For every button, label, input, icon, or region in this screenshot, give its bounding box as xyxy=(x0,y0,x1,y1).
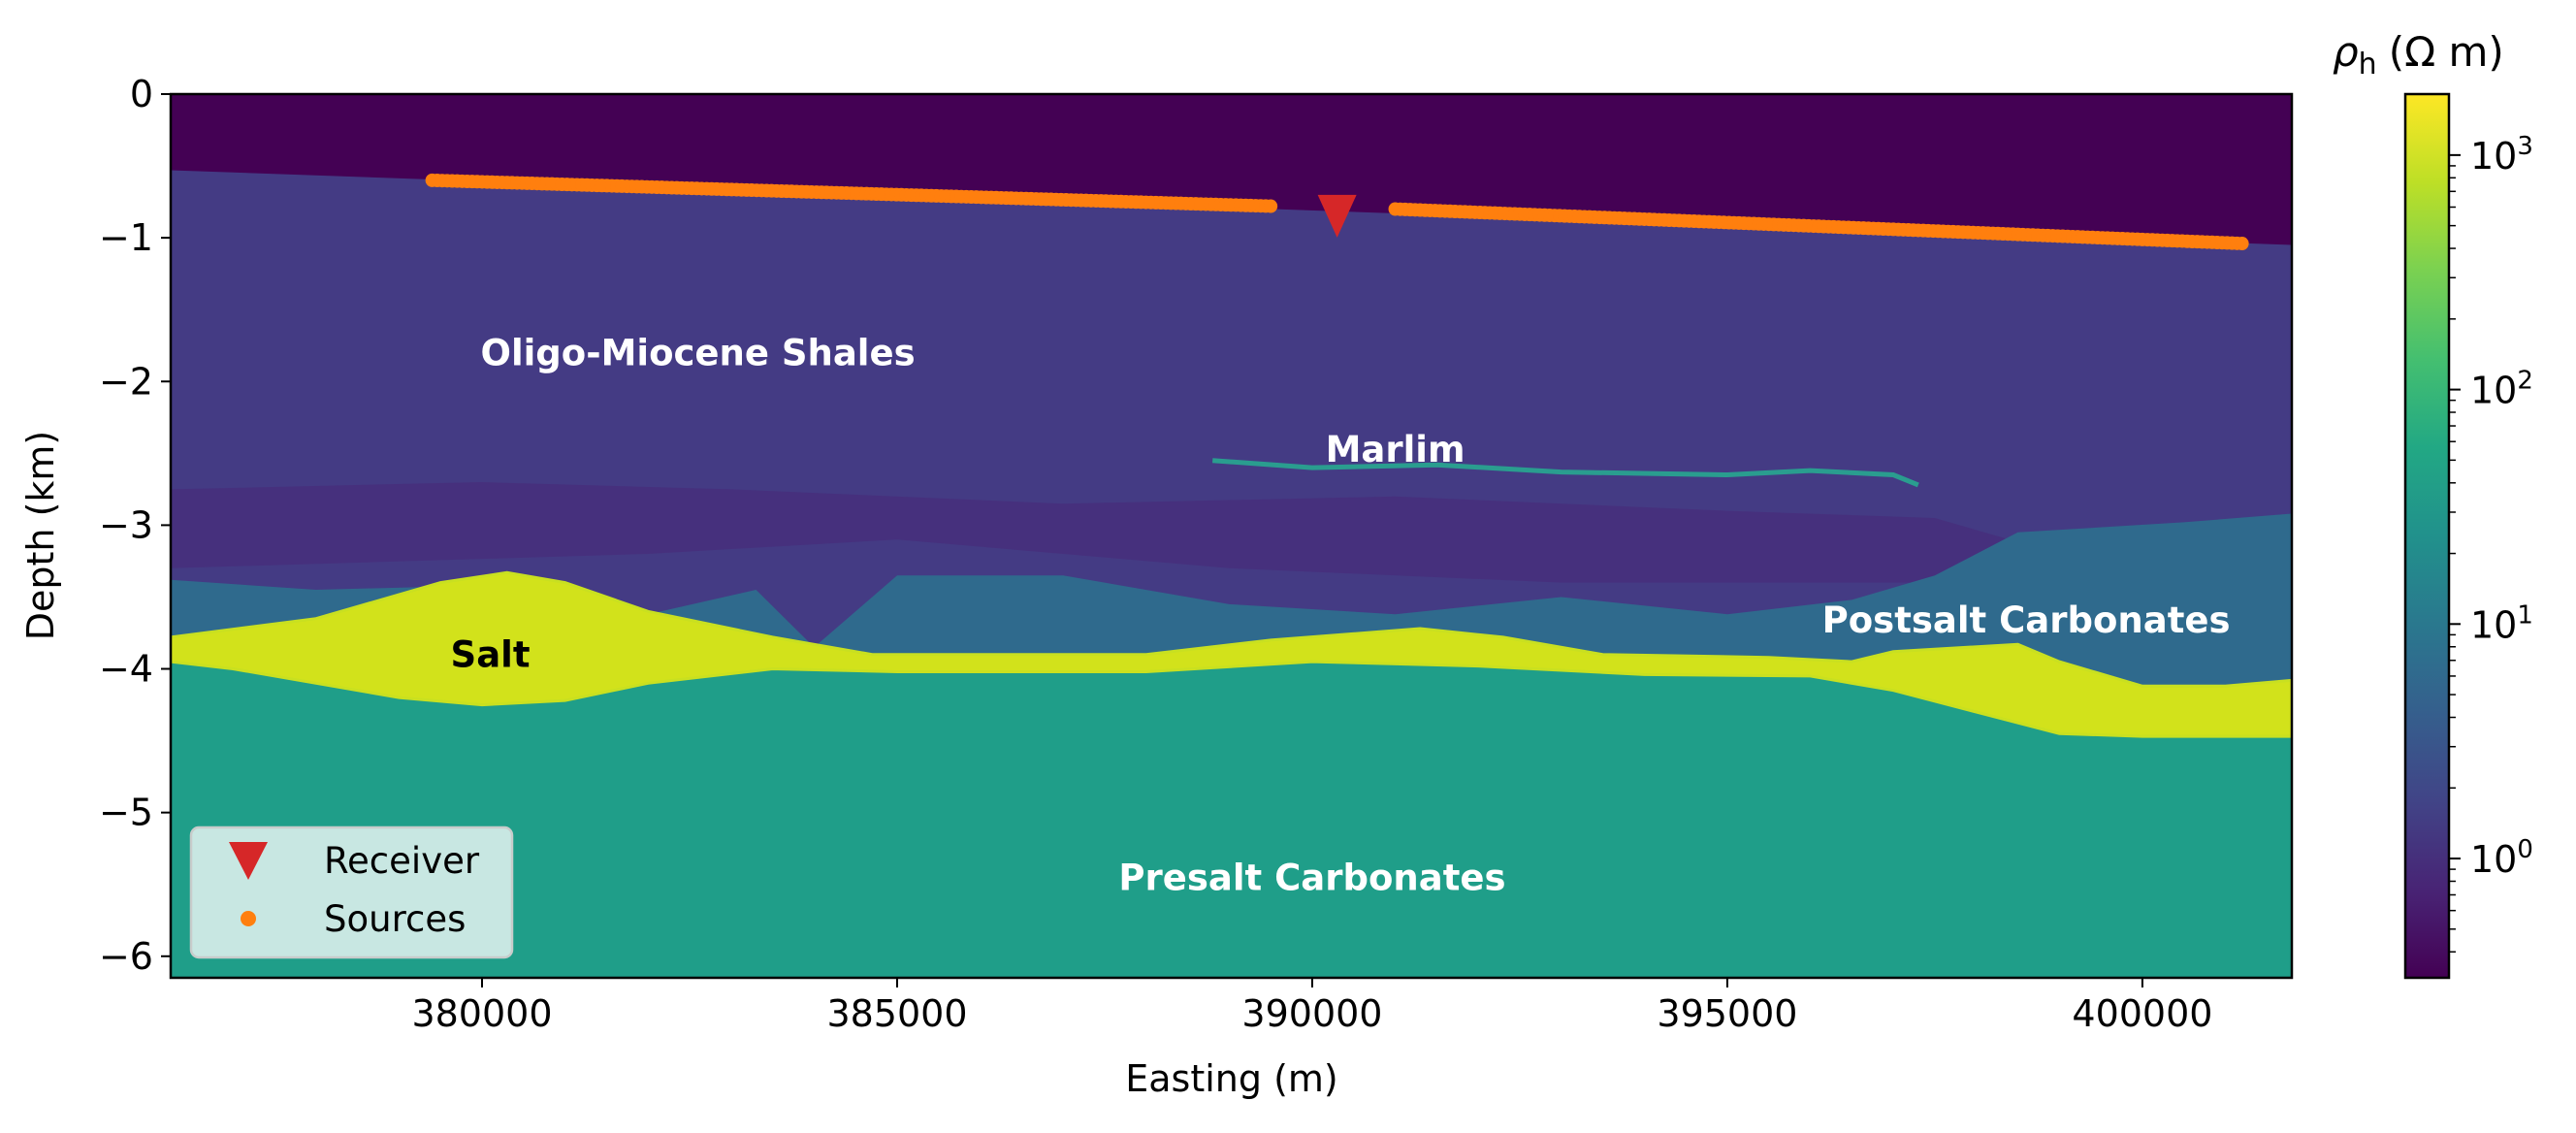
colorbar-ticks: 100 101 102 103 xyxy=(2449,132,2533,953)
x-tick-label: 380000 xyxy=(411,992,552,1035)
source-point xyxy=(1264,199,1278,213)
y-axis-label: Depth (km) xyxy=(19,431,62,641)
receiver-marker xyxy=(1317,194,1357,238)
y-tick-label: 0 xyxy=(130,73,153,115)
plot-frame xyxy=(169,92,2294,980)
annotation-label: Salt xyxy=(451,634,531,676)
salt-region xyxy=(171,570,2292,738)
colorbar-tick-label: 102 xyxy=(2470,367,2533,412)
annotation-label: Oligo-Miocene Shales xyxy=(480,333,915,374)
x-tick-label: 395000 xyxy=(1657,992,1797,1035)
colorbar: 100 101 102 103 ρh (Ω m) xyxy=(2333,28,2533,980)
colorbar-tick-label: 101 xyxy=(2470,600,2533,646)
annotation-label: Marlim xyxy=(1326,429,1465,470)
y-tick-label: −3 xyxy=(99,503,153,546)
legend-label-receiver: Receiver xyxy=(324,840,480,882)
annotation-label: Postsalt Carbonates xyxy=(1822,599,2231,641)
legend-box xyxy=(189,825,514,959)
sources-legend-icon xyxy=(241,911,256,926)
axes: 380000 385000 390000 395000 400000 0 −1 −2 −3 −4 −… xyxy=(99,73,2212,1035)
presalt-region xyxy=(171,662,2292,978)
y-tick-label: −4 xyxy=(99,648,153,691)
y-tick-label: −5 xyxy=(99,792,153,834)
y-tick-label: −6 xyxy=(99,935,153,978)
receiver-legend-icon xyxy=(229,842,268,880)
annotation-label: Presalt Carbonates xyxy=(1118,857,1505,898)
x-tick-label: 390000 xyxy=(1241,992,1382,1035)
x-axis-label: Easting (m) xyxy=(1125,1057,1338,1100)
shales-dark-band xyxy=(171,482,2060,583)
colorbar-gradient xyxy=(2403,92,2451,980)
colorbar-tick-label: 100 xyxy=(2470,835,2533,881)
x-tick-label: 385000 xyxy=(826,992,967,1035)
legend: Receiver Sources xyxy=(189,825,514,959)
x-tick-label: 400000 xyxy=(2072,992,2212,1035)
colorbar-title: ρh (Ω m) xyxy=(2333,28,2504,81)
y-tick-label: −2 xyxy=(99,360,153,403)
colorbar-tick-label: 103 xyxy=(2470,132,2533,178)
y-tick-label: −1 xyxy=(99,216,153,259)
plot-area: Oligo-Miocene Shales Marlim Salt Postsalt C… xyxy=(171,94,2292,978)
markers-layer xyxy=(425,173,2249,251)
source-point xyxy=(2235,237,2249,251)
legend-label-sources: Sources xyxy=(324,898,466,940)
marlim-reservoir xyxy=(1212,458,1919,488)
